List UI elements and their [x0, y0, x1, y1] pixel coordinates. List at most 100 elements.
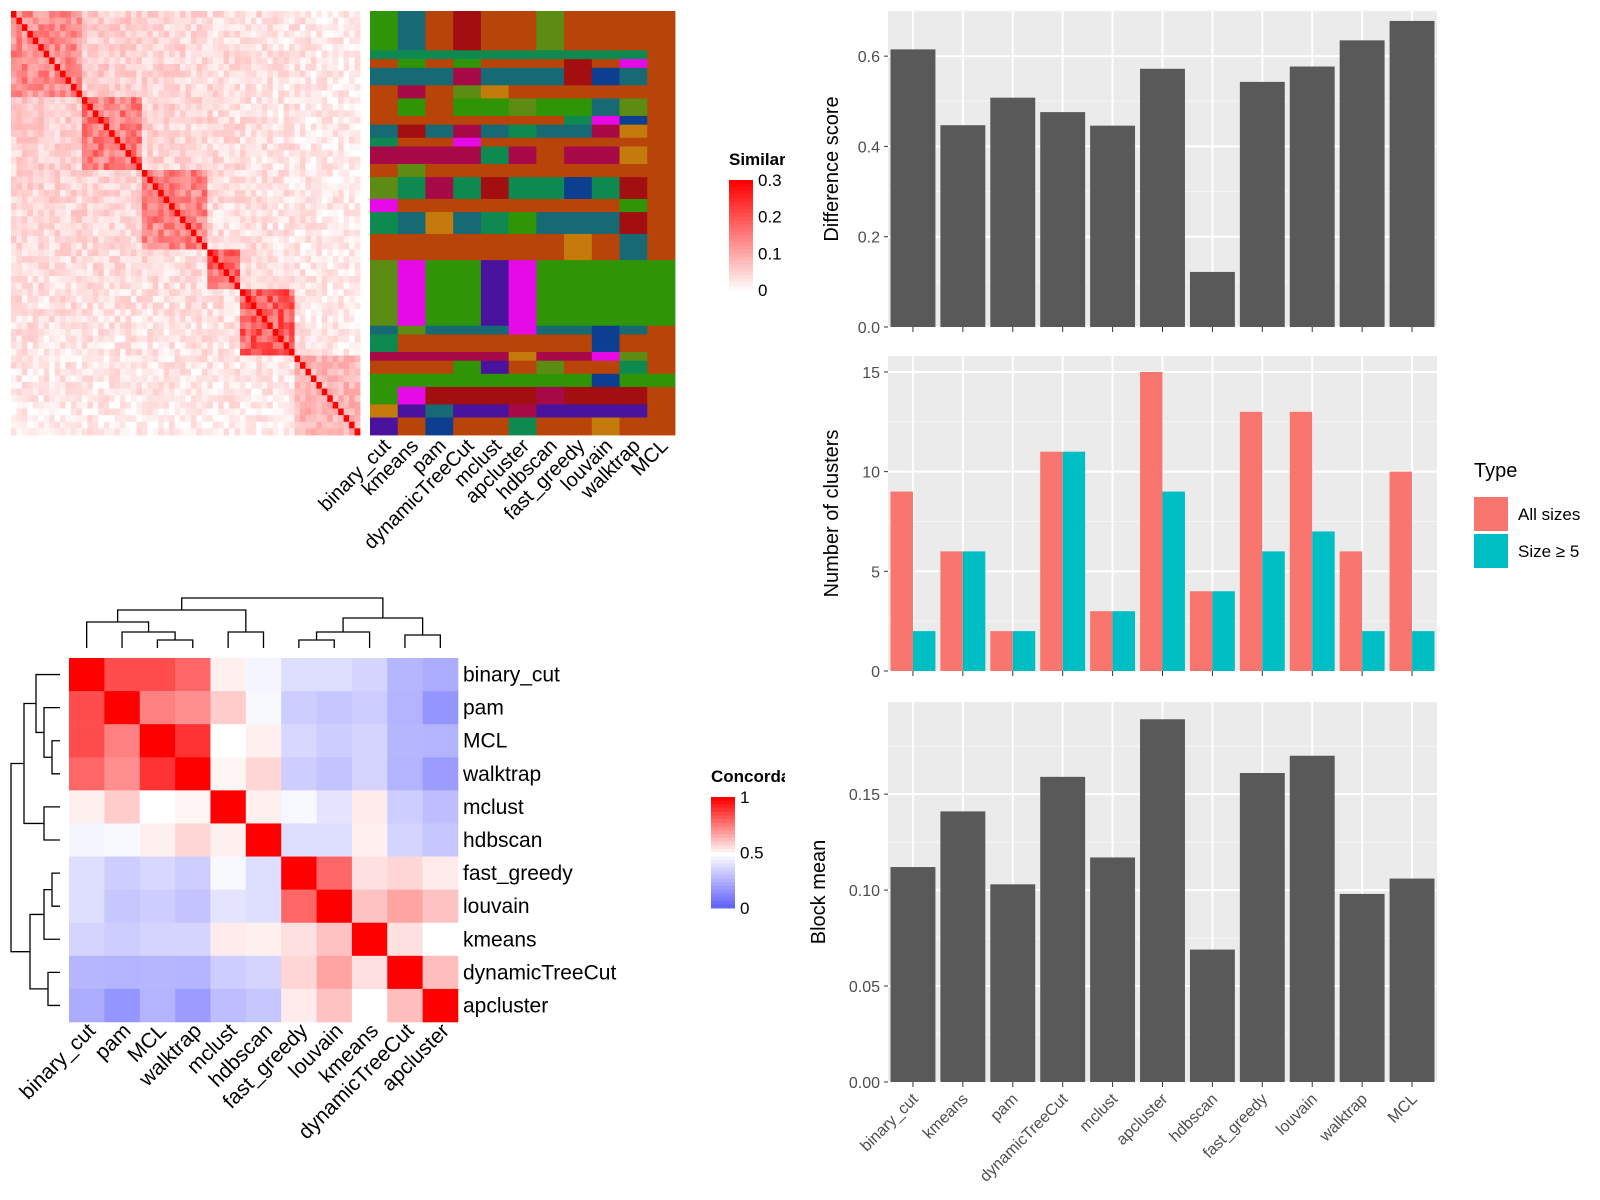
similarity-cell: [174, 176, 181, 184]
similarity-cell: [343, 302, 350, 310]
concordance-legend-swatch: [711, 893, 735, 898]
similarity-cell: [354, 355, 361, 363]
similarity-cell: [229, 44, 235, 52]
membership-cell: [536, 260, 565, 327]
similarity-cell: [163, 269, 170, 277]
similarity-cell: [354, 203, 361, 211]
similarity-cell: [185, 176, 192, 184]
similarity-cell: [27, 44, 34, 52]
similarity-cell: [163, 415, 170, 423]
similarity-cell: [21, 375, 28, 383]
similarity-cell: [207, 90, 214, 98]
membership-cell: [564, 177, 593, 200]
similarity-cell: [278, 90, 285, 98]
similarity-cell: [70, 183, 77, 191]
similarity-cell: [125, 37, 132, 45]
similarity-cell: [11, 229, 17, 237]
similarity-cell: [267, 282, 274, 290]
similarity-cell: [207, 17, 214, 25]
similarity-cell: [338, 309, 345, 317]
similarity-cell: [338, 130, 345, 138]
similarity-cell: [349, 355, 355, 363]
similarity-cell: [120, 123, 126, 131]
membership-cell: [564, 351, 593, 362]
similarity-cell: [250, 170, 257, 178]
similarity-cell: [70, 269, 77, 277]
similarity-cell: [190, 276, 197, 284]
similarity-cell: [332, 269, 339, 277]
similarity-cell: [54, 302, 61, 310]
similarity-cell: [174, 289, 181, 297]
similarity-cell: [130, 302, 137, 310]
similarity-cell: [32, 362, 39, 370]
similarity-cell: [21, 83, 28, 91]
similarity-cell: [163, 44, 170, 52]
similarity-cell: [152, 176, 159, 184]
similarity-cell: [38, 269, 45, 277]
similarity-cell: [21, 302, 28, 310]
similarity-cell: [229, 209, 235, 217]
similarity-cell: [109, 375, 116, 383]
similarity-cell: [147, 203, 154, 211]
similarity-cell: [305, 176, 312, 184]
similarity-cell: [92, 189, 99, 197]
similarity-cell: [316, 329, 323, 337]
bar: [1339, 40, 1385, 327]
similarity-cell: [180, 90, 186, 98]
similarity-cell: [43, 302, 50, 310]
x-tick-label: apcluster: [1113, 1090, 1171, 1148]
similarity-cell: [109, 382, 116, 390]
similarity-cell: [60, 123, 66, 131]
similarity-cell: [109, 309, 116, 317]
similarity-cell: [316, 83, 323, 91]
similarity-cell: [136, 262, 143, 270]
similarity-cell: [76, 309, 83, 317]
similarity-cell: [321, 395, 328, 403]
similarity-cell: [98, 77, 105, 85]
similarity-cell: [76, 136, 83, 144]
similarity-cell: [240, 176, 246, 184]
membership-cell: [397, 198, 426, 213]
similarity-cell: [250, 130, 257, 138]
similarity-cell: [147, 249, 154, 257]
similarity-cell: [81, 342, 88, 350]
similarity-cell: [289, 156, 295, 164]
similarity-cell: [201, 136, 208, 144]
similarity-cell: [92, 117, 99, 125]
similarity-cell: [289, 110, 295, 118]
similarity-cell: [81, 203, 88, 211]
membership-cell: [397, 212, 426, 235]
similarity-cell: [92, 302, 99, 310]
x-tick-label: pam: [988, 1091, 1022, 1125]
similarity-cell: [190, 242, 197, 250]
similarity-cell: [278, 368, 285, 376]
similarity-cell: [305, 50, 312, 58]
membership-cell: [619, 373, 648, 388]
similarity-cell: [289, 348, 295, 356]
similarity-cell: [49, 262, 56, 270]
similarity-cell: [87, 70, 94, 78]
similarity-cell: [163, 355, 170, 363]
similarity-cell: [212, 322, 219, 330]
similarity-cell: [338, 117, 345, 125]
similarity-cell: [212, 11, 219, 19]
membership-cell: [425, 417, 454, 436]
similarity-cell: [32, 170, 39, 178]
similarity-cell: [65, 110, 72, 118]
similarity-cell: [174, 44, 181, 52]
similarity-cell: [316, 163, 323, 171]
similarity-cell: [98, 342, 105, 350]
similarity-cell: [114, 216, 121, 224]
similarity-cell: [201, 143, 208, 151]
similarity-cell: [196, 57, 203, 65]
similarity-cell: [147, 408, 154, 416]
similarity-cell: [354, 57, 361, 65]
similarity-cell: [125, 421, 132, 429]
similarity-cell: [70, 130, 77, 138]
similarity-cell: [65, 269, 72, 277]
similarity-cell: [201, 196, 208, 204]
similarity-cell: [294, 17, 301, 25]
concordance-cell: [316, 856, 353, 890]
similarity-cell: [354, 170, 361, 178]
similarity-cell: [43, 295, 50, 303]
